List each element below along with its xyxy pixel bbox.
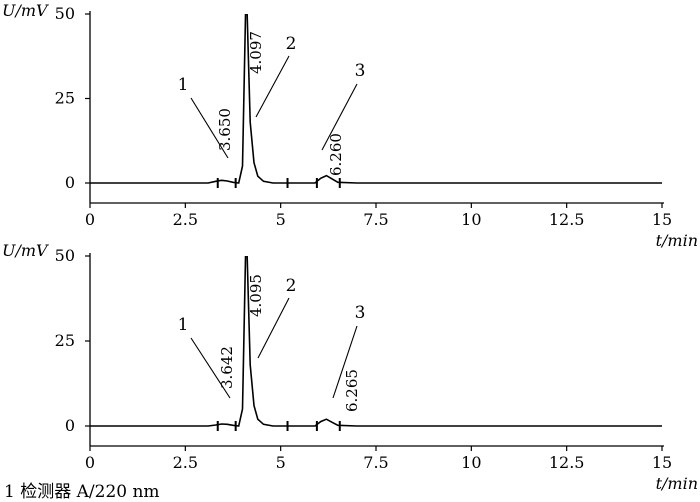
peak-leader-line	[190, 97, 229, 159]
x-axis-title: t/min	[656, 231, 698, 250]
retention-time-label: 4.097	[247, 31, 265, 74]
x-tick-label: 0	[85, 210, 95, 229]
top-chromatogram: 0 25 50 0 2.5 5 7.5 10 12.5 15 U/mV t/min 1 3.650 2 4.0…	[2, 1, 698, 250]
x-axis-title: t/min	[656, 474, 698, 493]
peak-number: 2	[286, 276, 297, 296]
peak-leader-line	[321, 83, 358, 151]
x-tick-label: 12.5	[549, 210, 585, 229]
y-axis-title: U/mV	[2, 241, 49, 260]
x-tick-label: 15	[652, 453, 672, 472]
chromatogram-trace	[90, 14, 662, 184]
x-tick-label: 10	[461, 210, 481, 229]
peak-number: 3	[355, 303, 366, 323]
y-tick-label: 25	[55, 89, 75, 108]
y-tick-label: 0	[65, 173, 75, 192]
y-tick-label: 50	[55, 4, 75, 23]
x-tick-label: 12.5	[549, 453, 585, 472]
peak-leader-line	[257, 297, 290, 359]
retention-time-label: 6.265	[343, 369, 361, 412]
x-tick-label: 2.5	[173, 210, 198, 229]
retention-time-label: 3.650	[216, 108, 234, 151]
x-tick-label: 5	[276, 210, 286, 229]
x-tick-label: 7.5	[363, 453, 388, 472]
bottom-chromatogram: 0 25 50 0 2.5 5 7.5 10 12.5 15 U/mV t/min 1 3.642 2 4.0…	[2, 241, 698, 493]
peak-leader-line	[332, 325, 358, 399]
retention-time-label: 6.260	[327, 133, 345, 176]
y-tick-label: 0	[65, 416, 75, 435]
peak-leader-line	[255, 55, 290, 118]
x-tick-label: 7.5	[363, 210, 388, 229]
detector-footer: 1 检测器 A/220 nm	[4, 482, 160, 502]
x-tick-label: 5	[276, 453, 286, 472]
x-tick-label: 0	[85, 453, 95, 472]
x-tick-label: 2.5	[173, 453, 198, 472]
retention-time-label: 3.642	[218, 346, 236, 389]
x-tick-label: 10	[461, 453, 481, 472]
x-tick-label: 15	[652, 210, 672, 229]
y-tick-label: 25	[55, 331, 75, 350]
y-axis-title: U/mV	[2, 1, 49, 20]
chromatogram-trace	[90, 256, 662, 427]
peak-number: 1	[178, 315, 189, 335]
retention-time-label: 4.095	[247, 274, 265, 317]
peak-number: 2	[286, 34, 297, 54]
peak-number: 1	[178, 75, 189, 95]
peak-number: 3	[355, 61, 366, 81]
peak-leader-line	[190, 337, 231, 399]
y-tick-label: 50	[55, 246, 75, 265]
